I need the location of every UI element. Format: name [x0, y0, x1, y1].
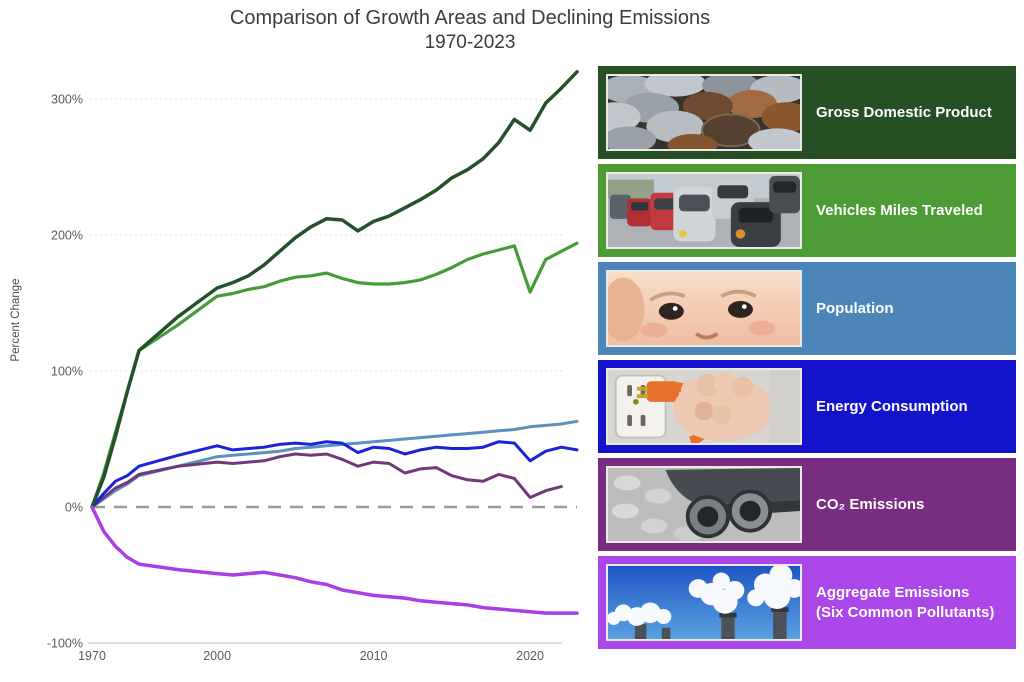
y-tick-label: 300%	[51, 93, 83, 107]
coins-image	[606, 74, 802, 151]
x-tick-label: 2020	[516, 649, 544, 663]
series-line-5	[90, 505, 579, 615]
legend-item-vmt: Vehicles Miles Traveled	[598, 164, 1016, 257]
y-tick-label: 200%	[51, 229, 83, 243]
legend-label-population: Population	[816, 299, 894, 317]
y-tick-label: 0%	[65, 501, 83, 515]
x-tick-label: 2000	[203, 649, 231, 663]
legend-label-co2: CO₂ Emissions	[816, 495, 925, 513]
smokestacks-image	[606, 564, 802, 641]
series-line-3	[90, 440, 579, 509]
chart-title: Comparison of Growth Areas and Declining…	[0, 6, 940, 54]
legend-item-gdp: Gross Domestic Product	[598, 66, 1016, 159]
legend-label-vmt: Vehicles Miles Traveled	[816, 201, 983, 219]
series-line-1	[90, 241, 579, 509]
legend-label-energy: Energy Consumption	[816, 397, 968, 415]
legend-label-aggregate-line1: Aggregate Emissions	[816, 583, 970, 601]
exhaust-pipes-image	[606, 466, 802, 543]
y-tick-label: 100%	[51, 365, 83, 379]
series-line-4	[90, 452, 563, 509]
power-plug-image	[606, 368, 802, 445]
legend-item-co2: CO₂ Emissions	[598, 458, 1016, 551]
series-line-0	[90, 70, 579, 509]
baby-face-image	[606, 270, 802, 347]
x-tick-label: 1970	[78, 649, 106, 663]
legend-label-gdp: Gross Domestic Product	[816, 103, 992, 121]
x-tick-label: 2010	[360, 649, 388, 663]
traffic-jam-image	[606, 172, 802, 249]
legend-label-aggregate: Aggregate Emissions (Six Common Pollutan…	[816, 583, 994, 623]
chart-legend: Gross Domestic Product	[598, 66, 1016, 654]
legend-item-aggregate: Aggregate Emissions (Six Common Pollutan…	[598, 556, 1016, 649]
legend-label-aggregate-line2: (Six Common Pollutants)	[816, 603, 995, 621]
legend-item-energy: Energy Consumption	[598, 360, 1016, 453]
legend-item-population: Population	[598, 262, 1016, 355]
series-line-2	[90, 419, 579, 509]
y-tick-label: -100%	[47, 637, 83, 651]
chart-title-line2: 1970-2023	[424, 32, 516, 53]
chart-title-line1: Comparison of Growth Areas and Declining…	[229, 7, 711, 29]
